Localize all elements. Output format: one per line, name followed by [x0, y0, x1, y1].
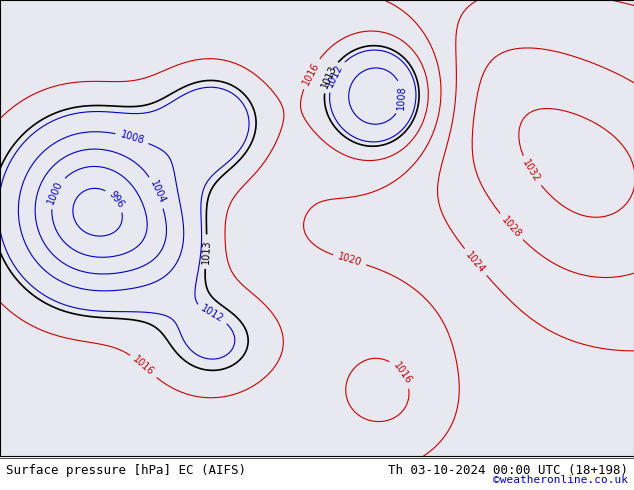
Text: Surface pressure [hPa] EC (AIFS): Surface pressure [hPa] EC (AIFS): [6, 464, 247, 477]
Text: 1032: 1032: [521, 158, 542, 184]
Text: ©weatheronline.co.uk: ©weatheronline.co.uk: [493, 475, 628, 485]
Text: 1000: 1000: [46, 179, 65, 206]
Text: 996: 996: [107, 190, 126, 210]
Text: 1013: 1013: [320, 64, 339, 90]
Text: 1016: 1016: [301, 60, 321, 87]
Text: 1028: 1028: [500, 215, 523, 240]
Text: 1024: 1024: [463, 249, 487, 275]
Text: 1016: 1016: [131, 354, 156, 378]
Text: 1016: 1016: [391, 360, 413, 386]
Text: 1013: 1013: [201, 239, 212, 264]
Text: 1008: 1008: [396, 85, 408, 110]
Text: 1008: 1008: [119, 129, 145, 146]
Text: 1020: 1020: [311, 464, 337, 477]
Text: 1012: 1012: [199, 303, 226, 325]
Text: 1004: 1004: [148, 179, 167, 206]
Text: 1012: 1012: [325, 63, 344, 89]
Text: Th 03-10-2024 00:00 UTC (18+198): Th 03-10-2024 00:00 UTC (18+198): [387, 464, 628, 477]
Text: 1020: 1020: [336, 252, 363, 268]
